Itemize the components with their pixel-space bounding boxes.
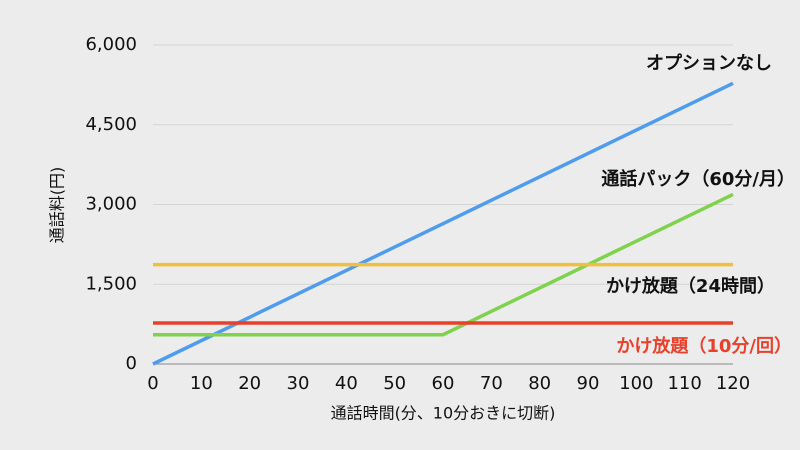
series-label: オプションなし bbox=[646, 52, 772, 74]
series-label: かけ放題（24時間） bbox=[606, 275, 775, 297]
x-tick-label: 80 bbox=[528, 373, 551, 394]
y-tick-label: 4,500 bbox=[85, 114, 137, 135]
x-tick-label: 20 bbox=[238, 373, 261, 394]
series-label: 通話パック（60分/月） bbox=[601, 168, 795, 190]
x-tick-label: 0 bbox=[147, 373, 158, 394]
y-tick-label: 0 bbox=[126, 353, 137, 374]
x-tick-label: 10 bbox=[190, 373, 213, 394]
x-tick-label: 50 bbox=[383, 373, 406, 394]
series-label: かけ放題（10分/回） bbox=[616, 335, 792, 357]
x-tick-label: 30 bbox=[287, 373, 310, 394]
x-tick-label: 120 bbox=[716, 373, 750, 394]
x-tick-label: 100 bbox=[619, 373, 653, 394]
x-tick-label: 90 bbox=[577, 373, 600, 394]
y-tick-label: 1,500 bbox=[85, 273, 137, 294]
y-axis-title: 通話料(円) bbox=[48, 167, 67, 244]
x-tick-label: 60 bbox=[432, 373, 455, 394]
x-tick-label: 110 bbox=[667, 373, 701, 394]
x-tick-label: 40 bbox=[335, 373, 358, 394]
series-line bbox=[152, 81, 734, 366]
series-line bbox=[153, 192, 734, 337]
x-axis-title: 通話時間(分、10分おきに切断) bbox=[331, 404, 556, 423]
y-tick-label: 6,000 bbox=[85, 34, 137, 55]
x-tick-label: 70 bbox=[480, 373, 503, 394]
y-tick-label: 3,000 bbox=[85, 194, 137, 215]
